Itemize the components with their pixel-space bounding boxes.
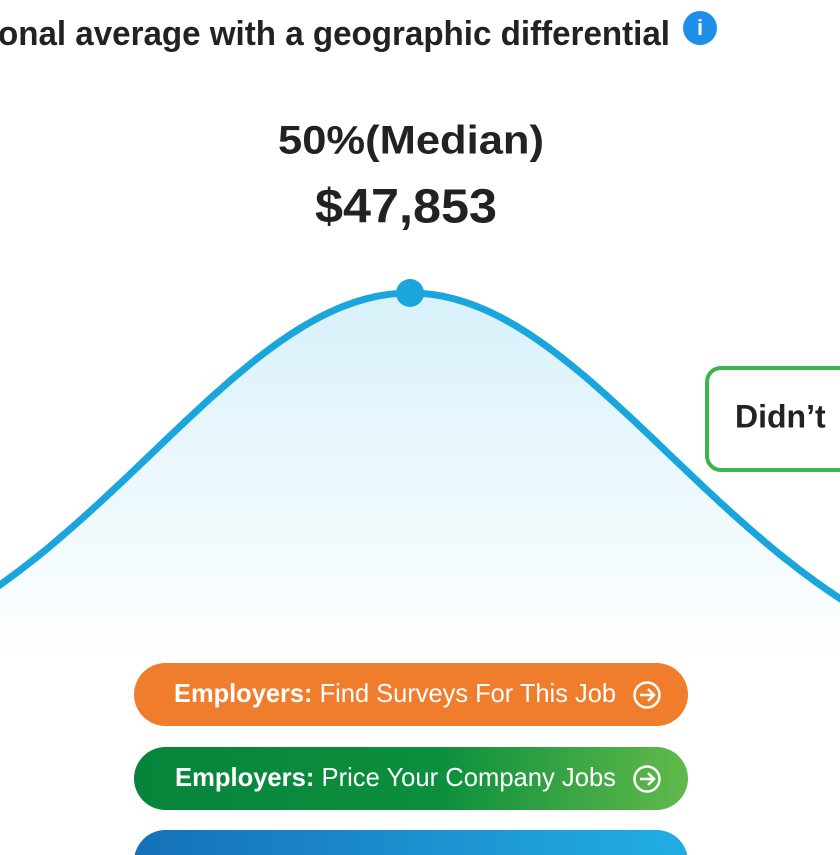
median-dot — [396, 279, 424, 307]
arrow-icon — [640, 772, 656, 786]
button-label: Employers: Find Surveys For This Job — [174, 678, 616, 708]
button-lead: Employers: — [174, 678, 313, 708]
button-bg — [134, 747, 688, 810]
button-surveys[interactable]: Employers: Find Surveys For This Job — [134, 663, 688, 726]
button-price-jobs[interactable]: Employers: Price Your Company Jobs — [134, 747, 688, 810]
curve-area — [0, 293, 840, 660]
button-text: Find Surveys For This Job — [320, 678, 616, 708]
callout-text: Didn’t — [735, 398, 826, 434]
feedback-callout[interactable]: Didn’t — [705, 366, 840, 472]
button-bg — [134, 663, 688, 726]
button-lead: Employers: — [175, 762, 314, 792]
info-button[interactable]: i — [683, 11, 717, 45]
arrow-icon — [640, 688, 656, 702]
arrow-circle — [633, 681, 661, 709]
section-title: onal average with a geographic different… — [0, 15, 670, 53]
info-icon-circle — [683, 11, 717, 45]
button-third[interactable] — [134, 830, 688, 855]
arrow-circle — [633, 765, 661, 793]
median-label: 50%(Median) — [278, 119, 544, 163]
callout-box — [705, 366, 840, 472]
info-icon: i — [697, 15, 703, 40]
button-bg — [134, 830, 688, 855]
median-value: $47,853 — [315, 181, 497, 234]
button-text: Price Your Company Jobs — [322, 762, 616, 792]
button-label: Employers: Price Your Company Jobs — [175, 762, 616, 792]
